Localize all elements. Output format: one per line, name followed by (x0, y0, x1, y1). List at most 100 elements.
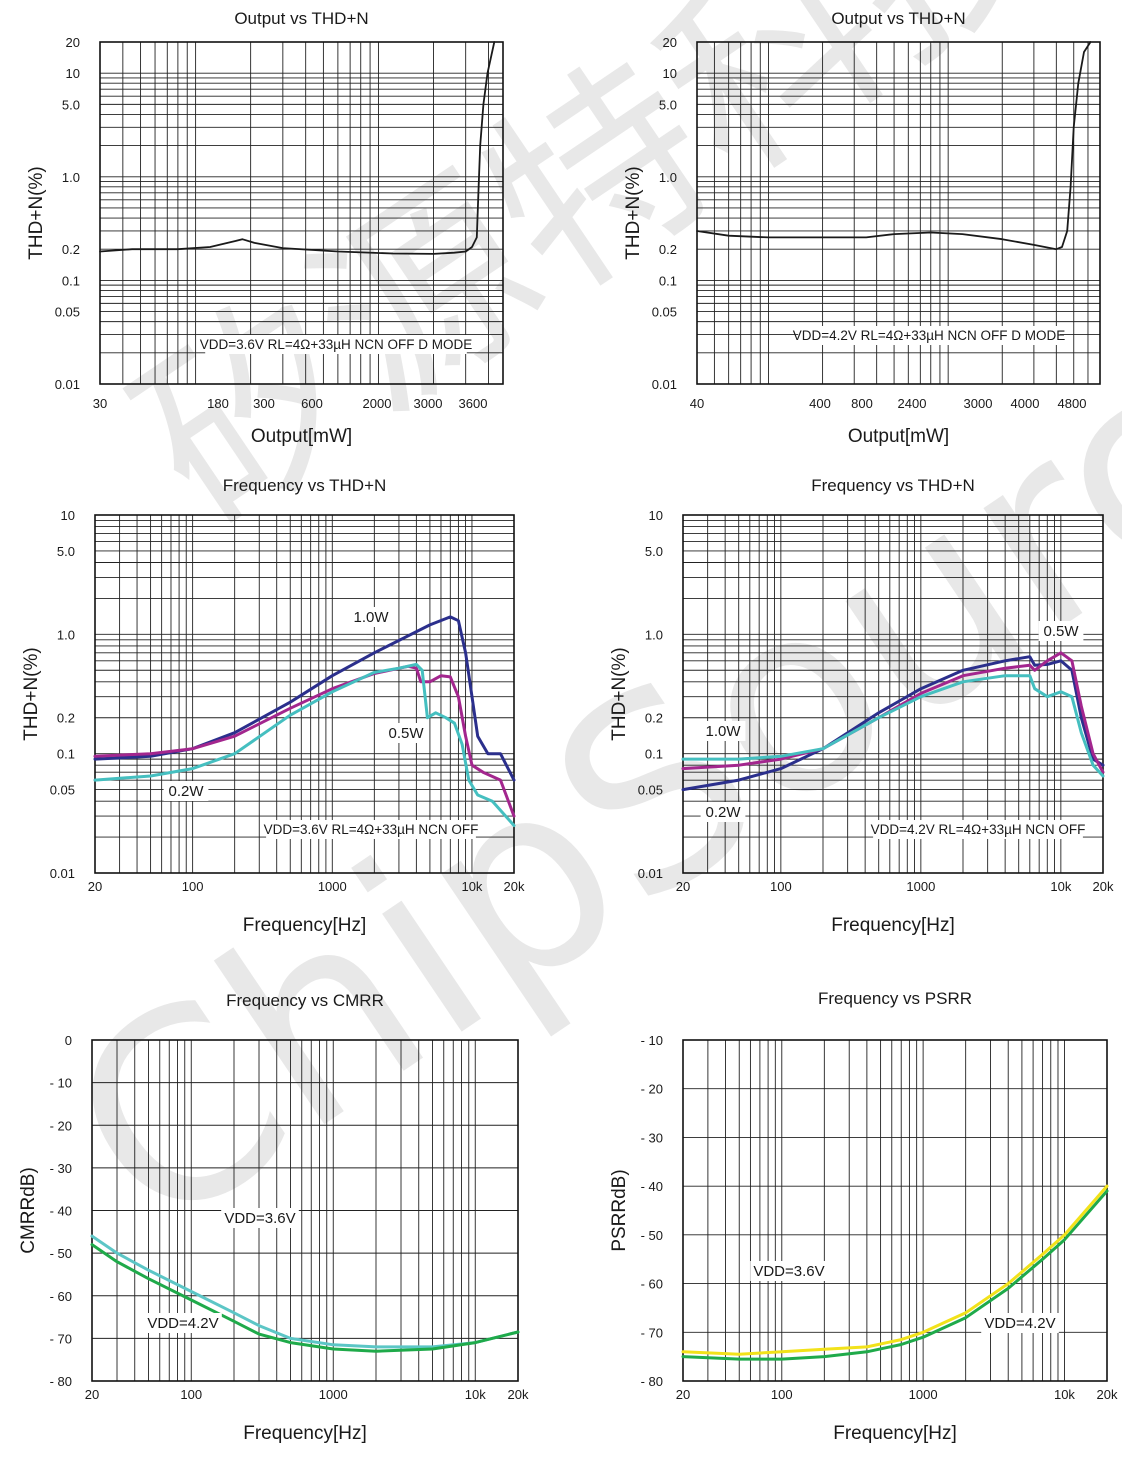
x-tick-label: 100 (770, 879, 792, 894)
chart-panel: Frequency vs CMRR Frequency[Hz] CMRRdB) 0 - … (18, 991, 529, 1444)
series-label: VDD=4.2V (984, 1315, 1055, 1332)
y-tick-label: 0.1 (645, 747, 663, 762)
y-tick-label: 0.05 (638, 783, 663, 798)
series-line (93, 615, 516, 782)
y-tick-label: 10 (66, 66, 80, 81)
plot-frame (99, 41, 504, 385)
conditions-annotation: VDD=3.6V RL=4Ω+33µH NCN OFF (264, 822, 479, 837)
series-label: 0.5W (388, 725, 424, 742)
x-tick-label: 1000 (906, 879, 935, 894)
chart-title: Frequency vs PSRR (818, 989, 972, 1008)
chart-grid (697, 42, 1100, 384)
series-label: VDD=3.6V (224, 1210, 295, 1227)
y-tick-label: - 60 (641, 1277, 663, 1292)
annotation-box (798, 326, 1060, 345)
y-tick-label: 5.0 (659, 97, 677, 112)
x-axis-label: Frequency[Hz] (243, 915, 367, 936)
y-tick-label: - 60 (50, 1289, 72, 1304)
y-tick-label: - 30 (641, 1130, 663, 1145)
y-tick-label: 1.0 (62, 170, 80, 185)
conditions-annotation: VDD=3.6V RL=4Ω+33µH NCN OFF D MODE (200, 337, 473, 352)
x-axis-label: Output[mW] (848, 426, 949, 447)
y-tick-label: 5.0 (645, 544, 663, 559)
x-tick-label: 20k (1093, 879, 1114, 894)
x-axis-label: Frequency[Hz] (833, 1423, 957, 1444)
y-tick-label: 0.1 (57, 747, 75, 762)
y-tick-label: 0.01 (50, 866, 75, 881)
y-tick-label: - 70 (641, 1325, 663, 1340)
series-label: 1.0W (353, 609, 389, 626)
x-tick-label: 20k (504, 879, 525, 894)
x-tick-label: 3000 (964, 396, 993, 411)
y-tick-label: 5.0 (62, 97, 80, 112)
x-tick-label: 20k (508, 1387, 529, 1402)
annotation-box (205, 335, 467, 354)
series-label: 1.0W (705, 723, 741, 740)
x-tick-label: 100 (182, 879, 204, 894)
x-tick-label: 20 (85, 1387, 99, 1402)
y-tick-label: 20 (66, 35, 80, 50)
x-tick-label: 3600 (459, 396, 488, 411)
x-tick-label: 1000 (909, 1387, 938, 1402)
chart-panel: Frequency vs THD+N Frequency[Hz] THD+N(%) 0… (21, 476, 525, 936)
series-line (90, 1234, 520, 1349)
x-tick-label: 10k (1050, 879, 1071, 894)
y-axis-label: THD+N(%) (21, 647, 42, 740)
series-label: 0.2W (168, 783, 204, 800)
x-axis-label: Frequency[Hz] (831, 915, 955, 936)
x-tick-label: 40 (690, 396, 704, 411)
series-label-box (700, 721, 746, 741)
x-tick-label: 2400 (898, 396, 927, 411)
series-line (93, 662, 516, 827)
y-tick-label: - 50 (50, 1246, 72, 1261)
series-label-box (700, 802, 746, 822)
x-tick-label: 10k (465, 1387, 486, 1402)
y-tick-label: 20 (663, 35, 677, 50)
y-tick-label: - 20 (50, 1118, 72, 1133)
y-axis-label: PSRRdB) (609, 1169, 630, 1251)
y-tick-label: 10 (61, 508, 75, 523)
chart-panel: Frequency vs PSRR Frequency[Hz] PSRRdB) - 1… (609, 989, 1118, 1444)
x-tick-label: 1000 (319, 1387, 348, 1402)
x-tick-label: 3000 (414, 396, 443, 411)
plot-frame (94, 514, 515, 874)
series-label-box (163, 781, 209, 801)
x-axis-label: Output[mW] (251, 426, 352, 447)
series-line (681, 651, 1105, 774)
chart-grid (100, 42, 503, 384)
y-tick-label: - 20 (641, 1082, 663, 1097)
series-label: 0.5W (1043, 623, 1079, 640)
series-line (681, 1189, 1109, 1361)
series-line (681, 674, 1105, 778)
series-label-box (221, 1208, 299, 1228)
series-label-box (981, 1313, 1059, 1333)
annotation-box (873, 820, 1083, 839)
series-line (696, 41, 1092, 251)
x-tick-label: 20 (88, 879, 102, 894)
series-label: VDD=4.2V (147, 1315, 218, 1332)
y-tick-label: - 80 (50, 1374, 72, 1389)
y-tick-label: - 70 (50, 1331, 72, 1346)
conditions-annotation: VDD=4.2V RL=4Ω+33µH NCN OFF (871, 822, 1086, 837)
x-tick-label: 600 (301, 396, 323, 411)
y-tick-label: 1.0 (645, 627, 663, 642)
y-tick-label: 0.2 (62, 242, 80, 257)
y-tick-label: 1.0 (659, 170, 677, 185)
series-label: VDD=3.6V (753, 1263, 824, 1280)
series-label: 0.2W (705, 804, 741, 821)
series-line (681, 655, 1105, 792)
x-tick-label: 10k (1054, 1387, 1075, 1402)
series-line (90, 1243, 520, 1353)
chart-grid (683, 515, 1103, 873)
y-tick-label: 0.01 (652, 377, 677, 392)
x-axis-label: Frequency[Hz] (243, 1423, 367, 1444)
y-tick-label: 0.1 (659, 273, 677, 288)
chart-title: Output vs THD+N (234, 9, 368, 28)
y-tick-label: 0.2 (57, 711, 75, 726)
chart-title: Frequency vs THD+N (223, 476, 387, 495)
chart-grid (92, 1040, 518, 1381)
chart-panel: Output vs THD+N Output[mW] THD+N(%) 0.01 0.0… (623, 9, 1101, 447)
x-tick-label: 100 (180, 1387, 202, 1402)
y-axis-label: THD+N(%) (609, 647, 630, 740)
chart-title: Output vs THD+N (831, 9, 965, 28)
